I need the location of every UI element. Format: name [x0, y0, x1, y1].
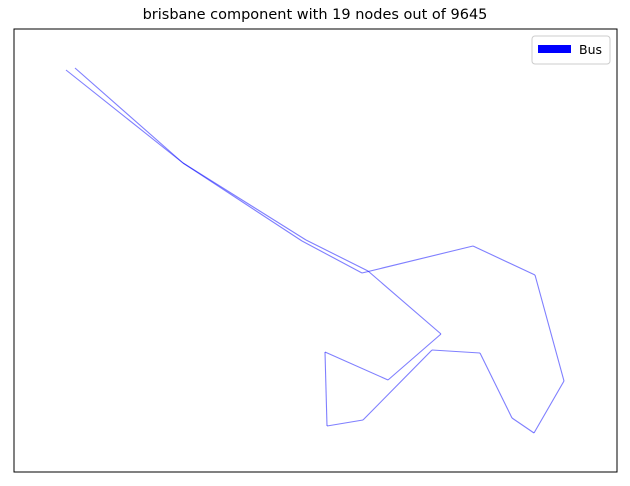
network-edge-n5-n7 [301, 240, 363, 274]
network-edge-n8-n9 [472, 245, 536, 276]
network-edge-n3-n5 [182, 162, 303, 242]
network-edge-n11-n12 [511, 417, 535, 434]
legend-label-bus: Bus [579, 42, 602, 57]
network-edge-n16-n17 [324, 351, 328, 427]
edges-layer [65, 67, 565, 434]
network-edge-n18-n19 [387, 333, 442, 381]
plot-area-frame [13, 28, 618, 473]
network-edge-n15-n16 [326, 419, 364, 427]
legend: Bus [531, 35, 611, 65]
network-edge-n12-n13 [479, 352, 513, 419]
network-edge-n9-n10 [534, 274, 565, 382]
network-edge-n19-n6 [367, 270, 442, 335]
network-edge-n1-n3 [74, 67, 184, 164]
network-edge-n17-n18 [324, 351, 389, 381]
legend-swatch-bus [538, 45, 571, 53]
network-edge-n10-n11 [533, 380, 565, 434]
network-edge-n2-n3 [65, 69, 184, 164]
network-edge-n13-n14 [431, 349, 481, 354]
network-edge-n7-n8 [361, 245, 474, 274]
network-edge-n4-n6 [305, 239, 369, 272]
chart-title: brisbane component with 19 nodes out of … [142, 7, 488, 23]
network-edge-n14-n15 [362, 349, 433, 421]
